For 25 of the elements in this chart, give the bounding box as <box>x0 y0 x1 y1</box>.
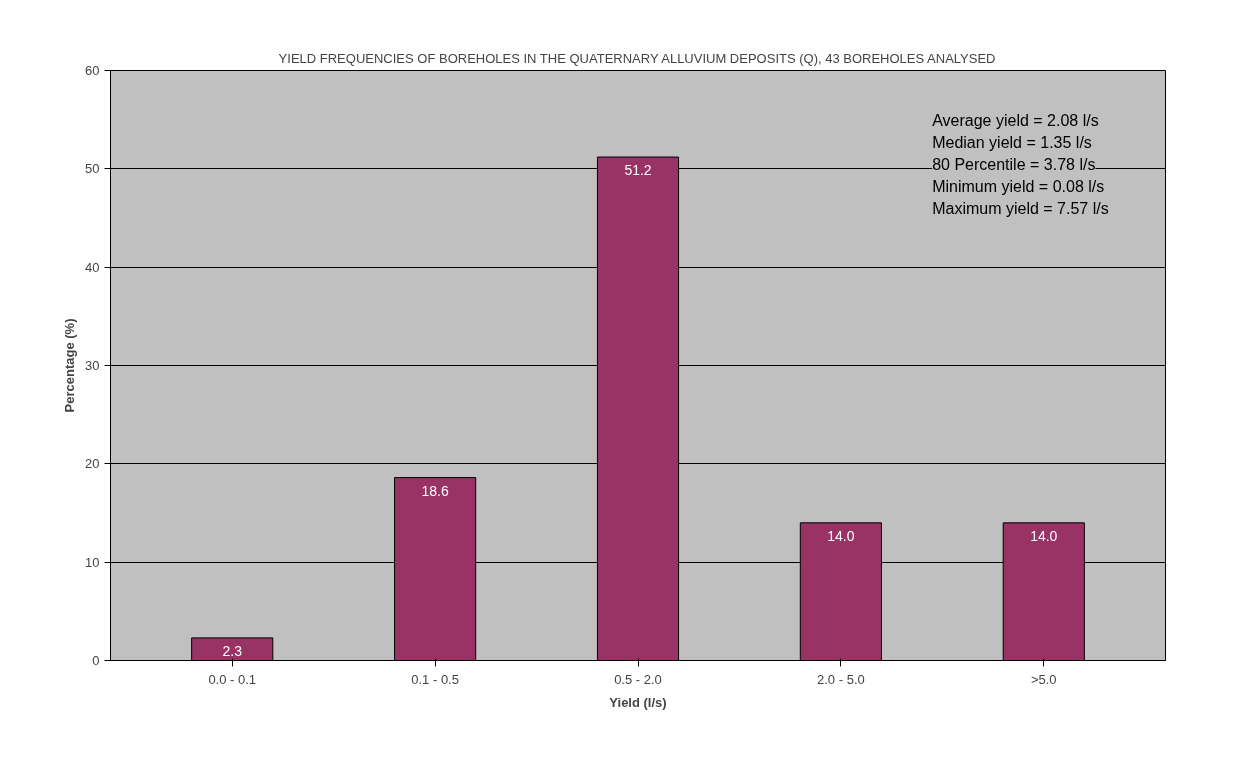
annotation: Average yield = 2.08 l/s <box>932 111 1099 129</box>
data-label: 18.6 <box>421 482 449 499</box>
data-label: 51.2 <box>624 162 652 179</box>
y-tick-label: 10 <box>85 554 100 570</box>
x-axis-title: Yield (l/s) <box>609 694 667 710</box>
y-tick-label: 40 <box>85 259 100 275</box>
x-tick-label: 0.5 - 2.0 <box>614 671 662 687</box>
y-axis-title: Percentage (%) <box>62 318 78 413</box>
annotation: Median yield = 1.35 l/s <box>932 133 1092 151</box>
x-tick-label: >5.0 <box>1030 671 1057 687</box>
data-label: 2.3 <box>222 642 243 659</box>
annotation: 80 Percentile = 3.78 l/s <box>932 155 1096 173</box>
y-tick-label: 50 <box>85 161 100 177</box>
y-tick-label: 30 <box>85 358 100 373</box>
y-tick-label: 60 <box>85 63 100 78</box>
y-tick-label: 0 <box>92 653 100 668</box>
data-label: 14.0 <box>1030 527 1058 544</box>
annotation: Maximum yield = 7.57 l/s <box>932 199 1109 217</box>
x-tick-label: 0.0 - 0.1 <box>208 671 257 687</box>
x-tick-label: 0.1 - 0.5 <box>411 671 459 687</box>
annotation: Minimum yield = 0.08 l/s <box>932 177 1105 195</box>
chart-title: YIELD FREQUENCIES OF BOREHOLES IN THE QUATERNARY ALLUVIUM DEPOSITS (Q), 43 BOREHOLES ANALYSED <box>278 50 996 66</box>
data-label: 14.0 <box>827 527 855 544</box>
x-tick-label: 2.0 - 5.0 <box>817 671 865 687</box>
y-tick-label: 20 <box>85 456 100 472</box>
